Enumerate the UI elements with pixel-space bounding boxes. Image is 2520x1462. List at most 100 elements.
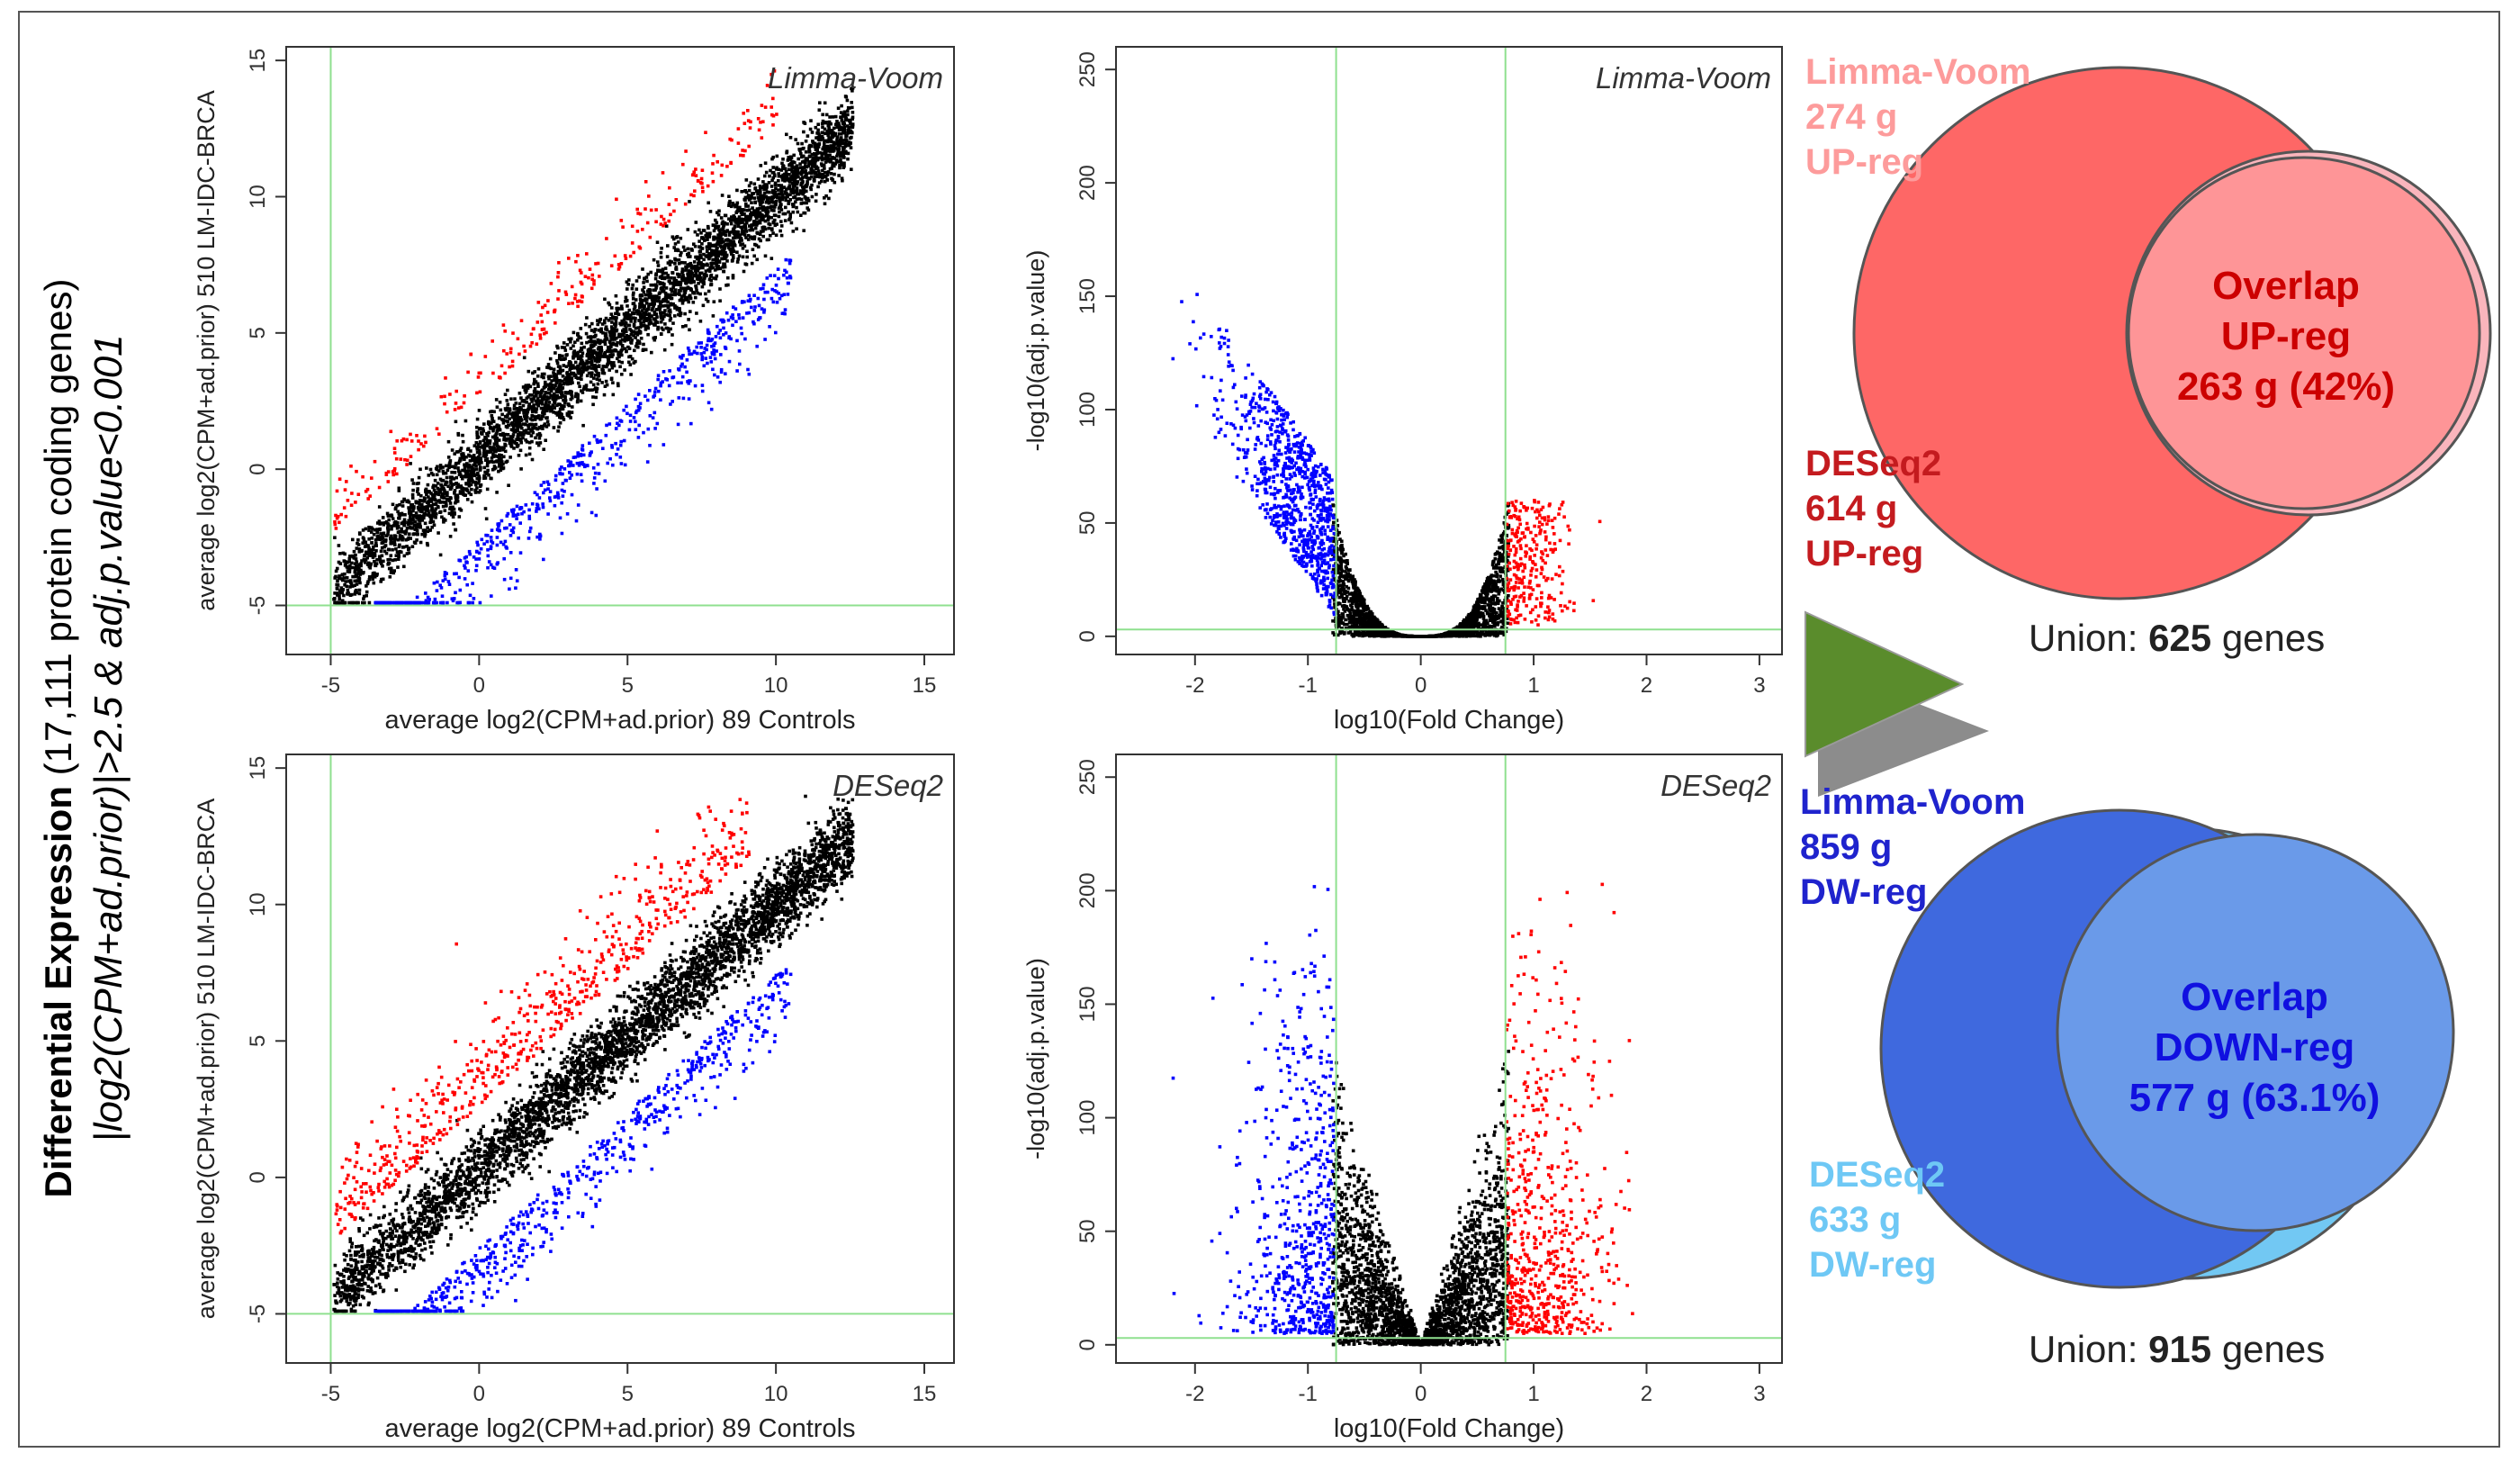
point-down (489, 546, 493, 551)
point-ns (445, 503, 448, 508)
point-ns (813, 141, 817, 146)
point-ns (621, 329, 625, 333)
point-ns (435, 467, 439, 472)
point-ns (805, 201, 808, 205)
point-ns (581, 423, 585, 428)
point-ns (850, 122, 855, 126)
point-down (454, 572, 458, 575)
point-down (486, 548, 490, 552)
point-down (665, 378, 670, 382)
point-ns (787, 202, 790, 205)
point-ns (610, 363, 614, 366)
point-ns (688, 294, 691, 298)
point-ns (799, 183, 803, 187)
point-up (592, 282, 596, 286)
point-ns (725, 259, 729, 263)
point-ns (606, 363, 609, 367)
point-ns (731, 236, 735, 240)
point-ns (420, 510, 424, 514)
point-ns (814, 136, 818, 140)
point-ns (748, 224, 752, 228)
point-ns (699, 231, 703, 235)
point-ns (629, 332, 634, 337)
point-ns (796, 168, 800, 172)
point-ns (634, 344, 638, 348)
point-ns (755, 221, 759, 226)
point-ns (777, 214, 781, 219)
point-ns (598, 317, 602, 321)
point-ns (723, 256, 727, 259)
point-ns (435, 512, 438, 516)
point-up (556, 271, 561, 275)
point-ns (457, 459, 462, 464)
point-ns (597, 374, 600, 378)
point-ns (678, 309, 681, 313)
point-ns (593, 364, 597, 367)
point-down (580, 479, 584, 483)
point-ns (576, 350, 580, 355)
point-ns (825, 131, 829, 135)
point-ns (553, 394, 556, 398)
point-ns (446, 484, 450, 488)
point-ns (715, 221, 719, 225)
point-down (768, 325, 771, 329)
point-up (748, 126, 752, 130)
point-ns (392, 541, 397, 545)
point-ns (765, 185, 769, 189)
point-ns (429, 519, 433, 522)
point-ns (814, 199, 818, 203)
point-ns (673, 304, 677, 308)
point-down (648, 414, 652, 418)
point-ns (683, 311, 687, 316)
point-down (495, 536, 500, 539)
point-ns (595, 377, 599, 381)
point-up (405, 463, 409, 466)
point-ns (607, 345, 610, 349)
point-ns (832, 180, 837, 185)
point-ns (1490, 563, 1495, 567)
point-ns (792, 153, 796, 158)
point-ns (572, 371, 576, 375)
point-ns (536, 367, 541, 371)
point-ns (674, 266, 678, 271)
point-ns (441, 504, 446, 509)
point-down (719, 318, 723, 322)
point-down (677, 367, 680, 371)
point-ns (417, 515, 421, 519)
point-ns (487, 460, 491, 464)
point-ns (788, 173, 791, 176)
point-ns (831, 149, 835, 153)
point-ns (658, 268, 662, 273)
point-ns (807, 145, 812, 149)
point-ns (475, 433, 479, 437)
point-down (662, 443, 666, 447)
point-ns (698, 266, 702, 270)
point-ns (647, 311, 652, 316)
point-ns (687, 318, 690, 321)
point-ns (512, 416, 517, 420)
point-ns (793, 194, 797, 199)
point-ns (521, 403, 526, 408)
point-ns (365, 555, 369, 560)
point-ns (394, 554, 399, 557)
point-ns (847, 129, 850, 133)
point-ns (630, 330, 634, 334)
point-ns (673, 293, 678, 297)
point-up (345, 480, 348, 483)
point-ns (613, 332, 616, 337)
point-down (741, 316, 745, 320)
y-axis-label: average log2(CPM+ad.prior) 510 LM-IDC-BR… (193, 90, 220, 610)
point-up (689, 193, 693, 197)
point-ns (662, 314, 666, 319)
point-ns (400, 537, 404, 541)
point-ns (596, 354, 599, 358)
point-ns (590, 340, 594, 344)
point-ns (836, 150, 840, 154)
point-ns (603, 384, 608, 388)
point-down (680, 381, 683, 385)
point-ns (840, 176, 844, 180)
point-up (711, 179, 716, 184)
point-ns (408, 510, 412, 513)
point-ns (490, 416, 494, 420)
point-ns (385, 511, 390, 516)
